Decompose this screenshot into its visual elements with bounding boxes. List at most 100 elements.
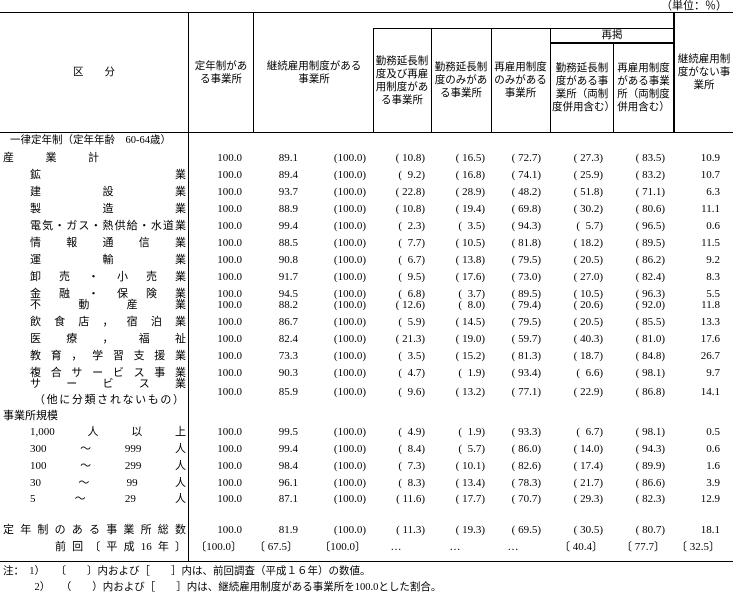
cell-value: ( 81.3)	[511, 350, 541, 362]
cell-value: 100.0	[217, 443, 242, 455]
row-label: 不動産業	[30, 299, 186, 311]
row-label: 鉱業	[30, 169, 186, 181]
cell-value: ( 10.5)	[573, 288, 603, 300]
cell-value: ( 21.3)	[395, 333, 425, 345]
cell-value: ( 98.1)	[635, 426, 665, 438]
cell-value: (100.0)	[333, 254, 366, 266]
cell-value: ( 19.0)	[455, 333, 485, 345]
header-extension-incl: 勤務延長制度がある事業所（両制度併用含む）	[552, 63, 615, 113]
cell-value: 100.0	[217, 288, 242, 300]
cell-value: 86.7	[278, 316, 298, 328]
cell-value: ( 14.0)	[573, 443, 603, 455]
cell-value: 100.0	[217, 316, 242, 328]
row-label: 情報通信業	[30, 237, 186, 249]
cell-value: ( 17.6)	[455, 271, 485, 283]
cell-value: 13.3	[700, 316, 720, 328]
cell-value: ( 79.5)	[511, 316, 541, 328]
cell-value: 88.2	[278, 299, 298, 311]
cell-value: 91.7	[278, 271, 298, 283]
cell-value: ( 19.4)	[455, 203, 485, 215]
cell-value: ( 93.4)	[511, 367, 541, 379]
cell-value: ( 29.3)	[573, 493, 603, 505]
cell-value: ( 28.9)	[455, 186, 485, 198]
cell-value: 100.0	[217, 220, 242, 232]
cell-value: (100.0)	[333, 203, 366, 215]
cell-value: 0.5	[706, 426, 720, 438]
cell-value: ( 82.3)	[635, 493, 665, 505]
cell-value: 9.7	[706, 367, 720, 379]
cell-value: ( 89.5)	[635, 237, 665, 249]
cell-value: ( 22.9)	[573, 386, 603, 398]
cell-value: ( 78.3)	[511, 477, 541, 489]
cell-value: ( 6.7)	[576, 426, 603, 438]
cell-value: 99.4	[278, 443, 298, 455]
cell-value: ( 3.5)	[398, 350, 425, 362]
header-regroup: 再掲	[601, 30, 623, 41]
cell-value: ( 40.3)	[573, 333, 603, 345]
cell-value: 14.1	[700, 386, 720, 398]
header-reemployment-only: 再雇用制度のみがある事業所	[494, 62, 547, 99]
cell-value: 85.9	[278, 386, 298, 398]
cell-value: 94.5	[278, 288, 298, 300]
header-divider	[613, 43, 614, 133]
cell-value: ( 4.7)	[398, 367, 425, 379]
cell-value: 89.1	[278, 152, 298, 164]
cell-value: 100.0	[217, 426, 242, 438]
row-label: 100 〜 299 人	[30, 460, 186, 472]
header-divider	[673, 12, 675, 133]
cell-value: ( 20.5)	[573, 316, 603, 328]
cell-value: ( 20.5)	[573, 254, 603, 266]
cell-value: ( 25.9)	[573, 169, 603, 181]
cell-value: 10.9	[700, 152, 720, 164]
row-label: 医療，福祉	[30, 333, 186, 345]
cell-value: 100.0	[217, 350, 242, 362]
cell-value: 17.6	[700, 333, 720, 345]
cell-value: ( 98.1)	[635, 367, 665, 379]
row-label: 金融・保険業	[30, 288, 186, 300]
cell-value: ( 89.9)	[635, 460, 665, 472]
cell-value: ( 10.8)	[395, 152, 425, 164]
cell-value: ( 94.3)	[635, 443, 665, 455]
row-label: 製造業	[30, 203, 186, 215]
header-divider	[550, 28, 551, 133]
cell-value: 〔 67.5〕	[254, 541, 298, 553]
cell-value: (100.0)	[333, 460, 366, 472]
cell-value: ( 79.4)	[511, 299, 541, 311]
cell-value: ( 7.3)	[398, 460, 425, 472]
cell-value: (100.0)	[333, 152, 366, 164]
cell-value: ( 27.0)	[573, 271, 603, 283]
cell-value: 11.8	[701, 299, 720, 311]
cell-value: 90.3	[278, 367, 298, 379]
cell-value: ( 19.3)	[455, 524, 485, 536]
cell-value: 100.0	[217, 460, 242, 472]
cell-value: ( 82.4)	[635, 271, 665, 283]
cell-value: ( 11.6)	[396, 493, 425, 505]
cell-value: 100.0	[217, 271, 242, 283]
cell-value: ( 86.2)	[635, 254, 665, 266]
cell-value: ( 11.3)	[396, 524, 425, 536]
cell-value: ( 30.5)	[573, 524, 603, 536]
cell-value: ( 85.5)	[635, 316, 665, 328]
row-label: 飲食店，宿泊業	[30, 316, 186, 328]
cell-value: (100.0)	[333, 186, 366, 198]
header-with-retirement-age: 定年制がある事業所	[194, 60, 248, 85]
cell-value: ( 69.5)	[511, 524, 541, 536]
cell-value: ( 80.7)	[635, 524, 665, 536]
cell-value: 100.0	[217, 152, 242, 164]
cell-value: (100.0)	[333, 220, 366, 232]
cell-value: 100.0	[217, 524, 242, 536]
subheader-line	[373, 28, 673, 29]
cell-value: ( 8.0)	[458, 299, 485, 311]
cell-value: 12.9	[700, 493, 720, 505]
cell-value: …	[507, 541, 519, 553]
cell-value: 11.5	[701, 237, 720, 249]
cell-value: 90.8	[278, 254, 298, 266]
cell-value: ( 71.1)	[635, 186, 665, 198]
cell-value: ( 1.9)	[458, 426, 485, 438]
cell-value: ( 81.0)	[635, 333, 665, 345]
cell-value: 0.6	[706, 443, 720, 455]
cell-value: 99.5	[278, 426, 298, 438]
cell-value: ( 16.8)	[455, 169, 485, 181]
cell-value: ( 80.6)	[635, 203, 665, 215]
